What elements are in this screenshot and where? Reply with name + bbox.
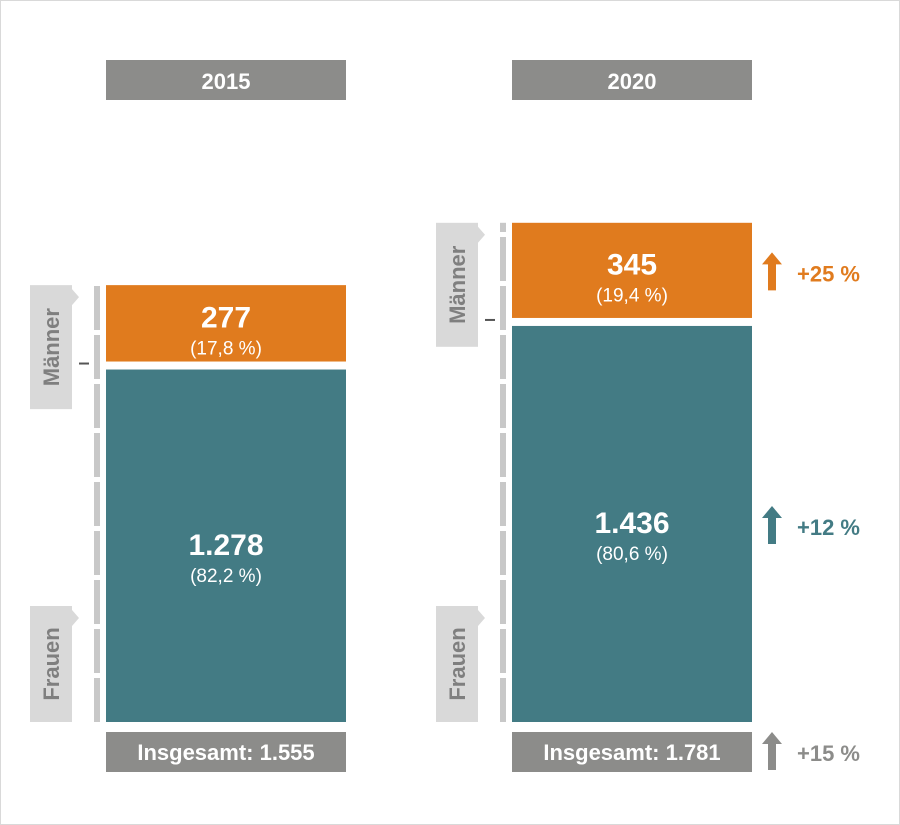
year-header <box>106 60 346 100</box>
value-label-maenner: 277 <box>201 301 251 334</box>
bar-maenner <box>512 222 752 318</box>
change-label: +25 % <box>797 261 860 286</box>
side-label-maenner: Männer <box>445 245 470 324</box>
side-label-pointer-icon <box>72 289 79 306</box>
side-label-box-maenner <box>436 222 478 347</box>
up-arrow-icon <box>762 732 782 770</box>
year-label: 2020 <box>608 69 657 94</box>
value-label-maenner: 345 <box>607 248 657 281</box>
share-label-frauen: (80,6 %) <box>596 544 668 565</box>
total-label: Insgesamt: 1.555 <box>137 740 314 765</box>
change-label: +15 % <box>797 741 860 766</box>
bar-maenner <box>106 285 346 362</box>
side-label-box-frauen <box>436 606 478 722</box>
total-box <box>106 732 346 772</box>
total-label: Insgesamt: 1.781 <box>543 740 720 765</box>
change-label: +12 % <box>797 515 860 540</box>
bar-frauen <box>512 325 752 722</box>
side-label-frauen: Frauen <box>445 627 470 700</box>
up-arrow-icon <box>762 505 782 544</box>
side-label-maenner: Männer <box>39 308 64 387</box>
year-header <box>512 60 752 100</box>
up-arrow-icon <box>762 252 782 291</box>
side-label-pointer-icon <box>478 610 485 626</box>
side-label-frauen: Frauen <box>39 627 64 700</box>
share-label-maenner: (17,8 %) <box>190 338 262 359</box>
share-label-frauen: (82,2 %) <box>190 566 262 587</box>
share-label-maenner: (19,4 %) <box>596 285 668 306</box>
year-label: 2015 <box>202 69 251 94</box>
side-label-box-frauen <box>30 606 72 722</box>
value-label-frauen: 1.278 <box>188 529 263 562</box>
bar-frauen <box>106 369 346 722</box>
total-box <box>512 732 752 772</box>
value-label-frauen: 1.436 <box>594 507 669 540</box>
side-label-pointer-icon <box>72 610 79 626</box>
side-label-pointer-icon <box>478 226 485 243</box>
side-label-box-maenner <box>30 285 72 410</box>
